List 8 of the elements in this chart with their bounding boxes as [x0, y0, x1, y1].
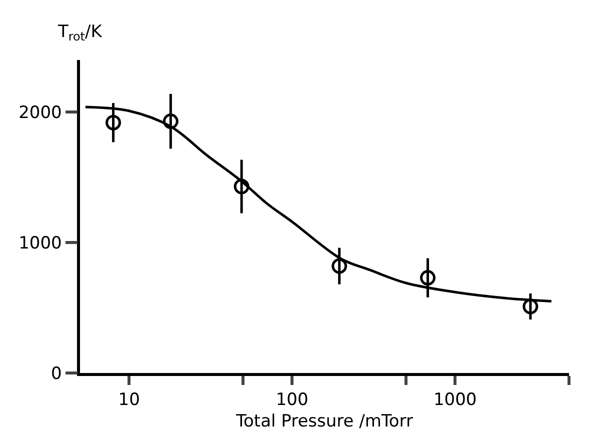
y-tick-label: 2000 [18, 103, 62, 124]
x-tick-label: 10 [118, 390, 140, 410]
y-tick-label: 1000 [18, 234, 62, 254]
y-tick-label: 0 [51, 364, 62, 384]
x-tick-label: 1000 [433, 390, 477, 410]
x-tick-label: 100 [276, 390, 308, 410]
y-axis-title: T$_{rot}$/K [57, 22, 103, 44]
x-axis-title: Total Pressure /mTorr [235, 412, 413, 432]
